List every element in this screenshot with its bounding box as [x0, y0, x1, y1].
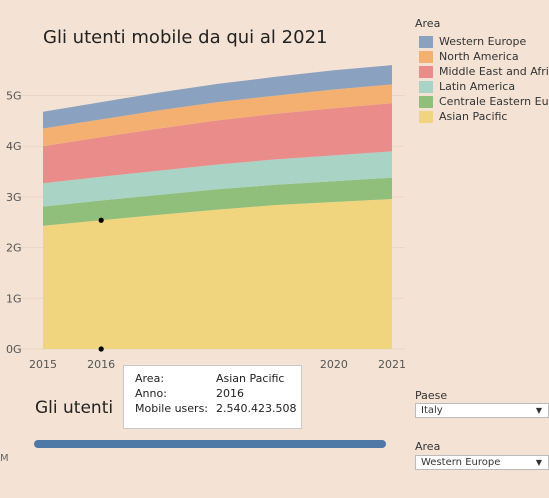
y-tick-label: 3G	[6, 191, 22, 204]
y-tick-label: 1G	[6, 292, 22, 305]
area-middle-east-and-afri	[43, 103, 392, 184]
legend-swatch	[419, 110, 433, 123]
chart-title: Gli utenti mobile da qui al 2021	[43, 27, 328, 48]
legend-swatch	[419, 95, 433, 108]
area-asian-pacific	[43, 199, 392, 349]
x-tick-labels: 2015 2016 2020 2021	[29, 358, 406, 371]
legend-label: Western Europe	[439, 35, 527, 48]
tooltip-users-value: 2.540.423.508	[216, 402, 297, 415]
tooltip-area-value: Asian Pacific	[216, 372, 285, 385]
y-axis-fragment: M	[0, 453, 9, 464]
highlight-point	[98, 217, 104, 223]
area-centrale-eastern-eur	[43, 177, 392, 226]
tooltip-year-value: 2016	[216, 387, 244, 400]
area-latin-america	[43, 151, 392, 207]
legend-label: Centrale Eastern Eur..	[439, 95, 549, 108]
legend-label: North America	[439, 50, 519, 63]
legend-item-asian-pacific[interactable]: Asian Pacific	[415, 109, 549, 124]
legend-label: Asian Pacific	[439, 110, 508, 123]
y-tick-label: 2G	[6, 242, 22, 255]
x-tick-label: 2015	[29, 358, 57, 371]
second-line-chart	[34, 440, 386, 448]
chevron-down-icon: ▼	[535, 458, 542, 467]
tooltip-users-label: Mobile users:	[135, 402, 209, 415]
area-north-america	[43, 84, 392, 147]
tooltip-year-label: Anno:	[135, 387, 167, 400]
highlight-points	[98, 217, 104, 352]
tooltip: Area: Asian Pacific Anno: 2016 Mobile us…	[123, 365, 302, 429]
highlight-point	[98, 346, 104, 352]
legend-swatch	[419, 50, 433, 63]
legend-item-western-europe[interactable]: Western Europe	[415, 34, 549, 49]
area-filter-label: Area	[415, 440, 441, 453]
paese-filter-label: Paese	[415, 389, 448, 402]
legend-title: Area	[415, 17, 441, 30]
x-tick-label: 2016	[87, 358, 115, 371]
legend-label: Latin America	[439, 80, 516, 93]
legend-swatch	[419, 80, 433, 93]
legend-swatch	[419, 65, 433, 78]
area-selected-value: Western Europe	[421, 457, 501, 468]
second-chart-title-start: Gli utenti	[35, 398, 114, 418]
x-tick-label: 2021	[378, 358, 406, 371]
area-dropdown[interactable]: Western Europe ▼	[415, 455, 549, 470]
legend-item-latin-america[interactable]: Latin America	[415, 79, 549, 94]
y-tick-label: 0G	[6, 343, 22, 356]
legend: Area Western Europe North America Middle…	[415, 17, 549, 124]
area-western-europe	[43, 65, 392, 129]
legend-label: Middle East and Afri..	[439, 65, 549, 78]
x-tick-label: 2020	[320, 358, 348, 371]
legend-item-central-eastern-europe[interactable]: Centrale Eastern Eur..	[415, 94, 549, 109]
y-tick-labels: 0G 1G 2G 3G 4G 5G	[6, 90, 22, 356]
y-tick-label: 4G	[6, 140, 22, 153]
chevron-down-icon: ▼	[535, 406, 542, 415]
legend-item-middle-east-africa[interactable]: Middle East and Afri..	[415, 64, 549, 79]
tooltip-area-label: Area:	[135, 372, 165, 385]
y-tick-label: 5G	[6, 90, 22, 103]
legend-item-north-america[interactable]: North America	[415, 49, 549, 64]
area-series	[43, 65, 392, 349]
paese-dropdown[interactable]: Italy ▼	[415, 403, 549, 418]
legend-swatch	[419, 35, 433, 48]
paese-selected-value: Italy	[421, 405, 443, 416]
